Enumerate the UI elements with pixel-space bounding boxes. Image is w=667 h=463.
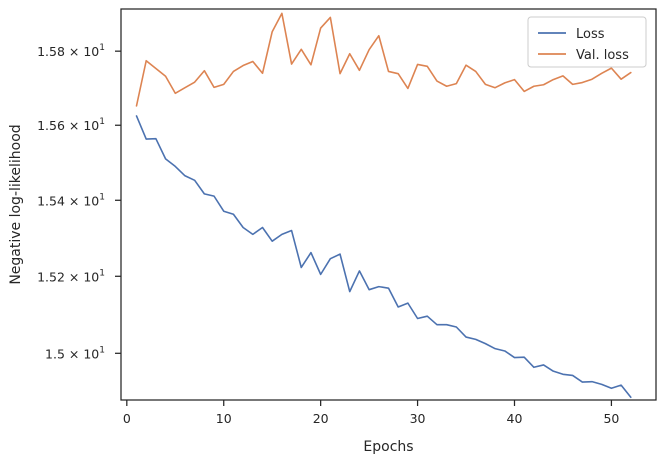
- x-tick-label: 50: [603, 411, 619, 426]
- y-tick-label: 1.58 × 101: [37, 43, 105, 59]
- x-axis: 0 10 20 30 40 50: [123, 400, 619, 426]
- x-tick-label: 0: [123, 411, 131, 426]
- y-tick-label: 1.54 × 101: [37, 192, 105, 208]
- x-tick-label: 30: [410, 411, 426, 426]
- legend: Loss Val. loss: [527, 16, 647, 68]
- series-layer: [135, 12, 632, 399]
- y-axis: 1.5 × 101 1.52 × 101 1.54 × 101 1.56 × 101 1…: [37, 43, 121, 361]
- series-line-loss: [135, 115, 632, 399]
- legend-label: Loss: [576, 27, 605, 42]
- x-tick-label: 40: [507, 411, 523, 426]
- plot-frame: [120, 8, 657, 401]
- y-tick-label: 1.5 × 101: [45, 345, 105, 361]
- x-axis-title: Epochs: [363, 439, 413, 455]
- y-tick-label: 1.52 × 101: [37, 268, 105, 284]
- y-tick-label: 1.56 × 101: [37, 117, 105, 133]
- x-tick-label: 10: [216, 411, 232, 426]
- legend-label: Val. loss: [576, 48, 629, 63]
- x-tick-label: 20: [313, 411, 329, 426]
- y-axis-title: Negative log-likelihood: [8, 124, 24, 284]
- plot-area: [121, 9, 656, 400]
- series-line-val-loss: [135, 12, 632, 107]
